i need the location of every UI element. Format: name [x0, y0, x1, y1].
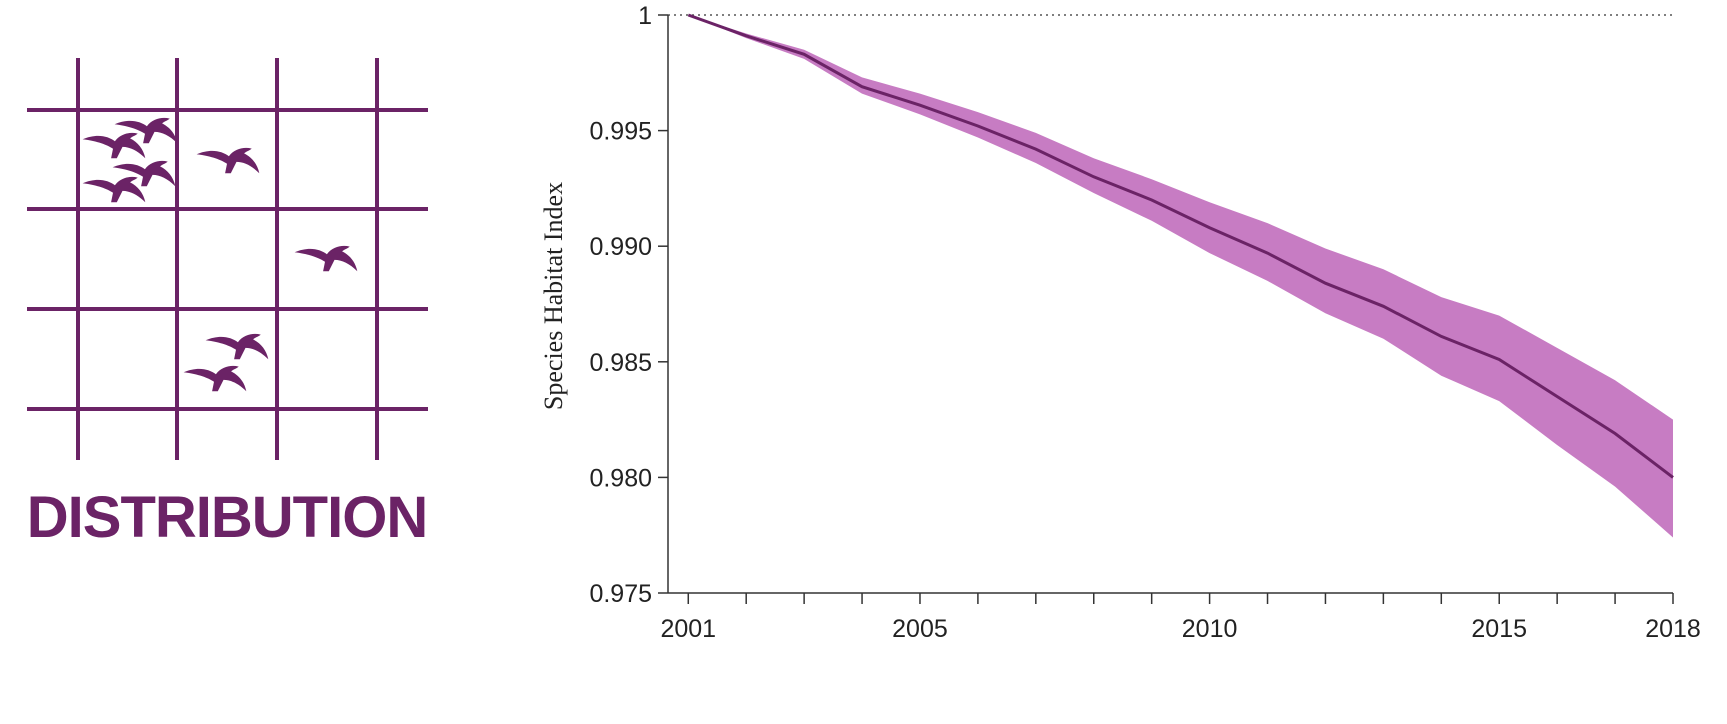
- bird-distribution-grid-icon: [27, 58, 428, 460]
- y-tick-label: 0.980: [589, 464, 652, 492]
- y-ticks: 1 0.995 0.990 0.985 0.980 0.975: [589, 2, 668, 608]
- x-tick-label: 2015: [1471, 615, 1527, 643]
- x-tick-label: 2001: [660, 615, 716, 643]
- x-tick-label: 2010: [1182, 615, 1238, 643]
- y-tick-label: 0.995: [589, 118, 652, 146]
- panel-label: DISTRIBUTION: [27, 485, 427, 550]
- y-tick-label: 0.985: [589, 349, 652, 377]
- y-tick-label: 0.975: [589, 580, 652, 608]
- x-tick-label: 2018: [1645, 615, 1701, 643]
- y-axis-title: Species Habitat Index: [539, 182, 568, 410]
- bird-icons: [82, 117, 358, 392]
- x-tick-label: 2005: [892, 615, 948, 643]
- x-ticks: 2001 2005 2010 2015 2018: [660, 593, 1701, 643]
- y-tick-label: 1: [638, 2, 652, 30]
- grid-lines: [27, 58, 428, 460]
- series-line-species-habitat-index: [687, 13, 1674, 479]
- y-tick-label: 0.990: [589, 233, 652, 261]
- confidence-band: [688, 15, 1673, 538]
